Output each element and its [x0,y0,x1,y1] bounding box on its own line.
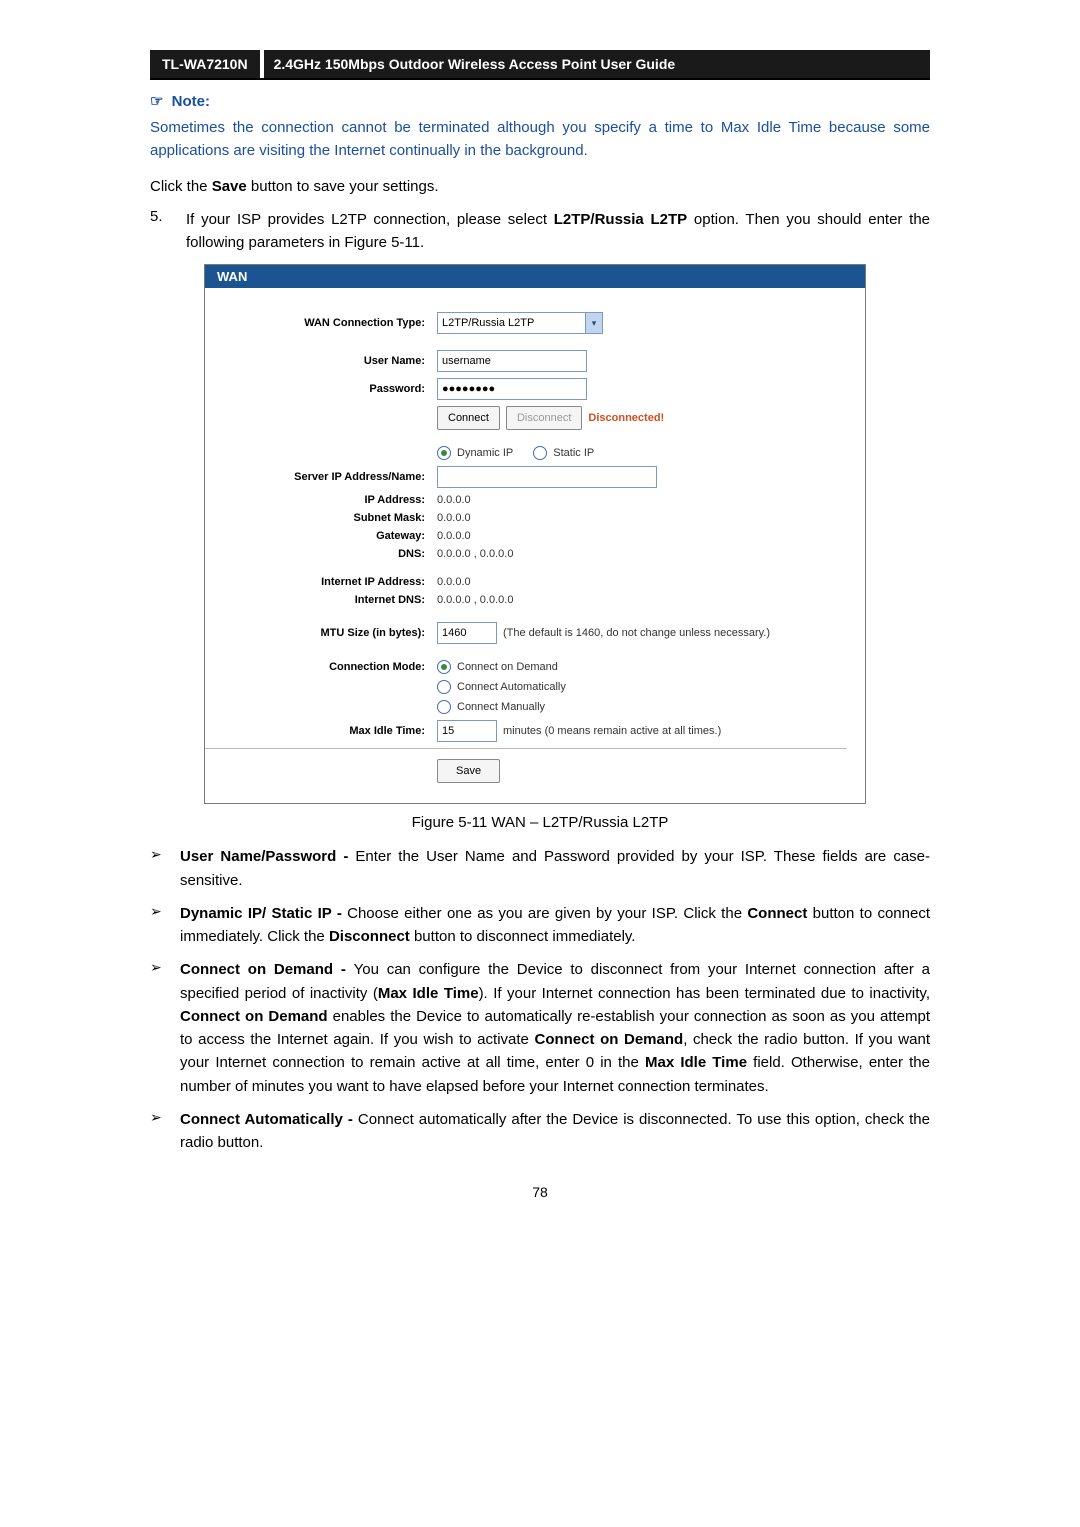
bullet-arrow-icon: ➢ [150,1108,180,1155]
conn-type-select[interactable]: L2TP/Russia L2TP ▾ [437,312,603,334]
save-paragraph: Click the Save button to save your setti… [150,175,930,198]
static-ip-radio[interactable] [533,446,547,460]
bullet-arrow-icon: ➢ [150,845,180,892]
mode-manual-label: Connect Manually [457,701,545,713]
max-idle-input[interactable] [437,720,497,742]
figure-caption: Figure 5-11 WAN – L2TP/Russia L2TP [150,814,930,831]
label-inet-dns: Internet DNS: [205,594,437,606]
mode-demand-label: Connect on Demand [457,661,558,673]
label-mtu: MTU Size (in bytes): [205,627,437,639]
note-body: Sometimes the connection cannot be termi… [150,116,930,163]
static-ip-label: Static IP [553,447,594,459]
wan-titlebar: WAN [205,265,865,288]
label-username: User Name: [205,355,437,367]
bullet-dynamic-static: Dynamic IP/ Static IP - Choose either on… [180,902,930,949]
save-button[interactable]: Save [437,759,500,783]
mode-auto-radio[interactable] [437,680,451,694]
status-text: Disconnected! [588,412,664,424]
step-text: If your ISP provides L2TP connection, pl… [186,208,930,255]
dynamic-ip-radio[interactable] [437,446,451,460]
note-label: Note: [172,93,210,110]
label-conn-mode: Connection Mode: [205,661,437,673]
password-input[interactable] [437,378,587,400]
mode-demand-radio[interactable] [437,660,451,674]
note-icon: ☞ [150,93,163,110]
mtu-hint: (The default is 1460, do not change unle… [503,627,770,639]
max-idle-hint: minutes (0 means remain active at all ti… [503,725,721,737]
bullet-connect-auto: Connect Automatically - Connect automati… [180,1108,930,1155]
label-inet-ip: Internet IP Address: [205,576,437,588]
subnet-value: 0.0.0.0 [437,512,471,524]
note-heading: ☞ Note: [150,92,930,110]
bullet-list: ➢ User Name/Password - Enter the User Na… [150,845,930,1154]
label-dns: DNS: [205,548,437,560]
label-subnet: Subnet Mask: [205,512,437,524]
label-conn-type: WAN Connection Type: [205,317,437,329]
gateway-value: 0.0.0.0 [437,530,471,542]
ip-value: 0.0.0.0 [437,494,471,506]
bullet-username-password: User Name/Password - Enter the User Name… [180,845,930,892]
step-number: 5. [150,208,186,255]
wan-panel: WAN WAN Connection Type: L2TP/Russia L2T… [204,264,866,804]
inet-dns-value: 0.0.0.0 , 0.0.0.0 [437,594,513,606]
bullet-arrow-icon: ➢ [150,958,180,1098]
bullet-connect-on-demand: Connect on Demand - You can configure th… [180,958,930,1098]
label-password: Password: [205,383,437,395]
bullet-arrow-icon: ➢ [150,902,180,949]
chevron-down-icon: ▾ [585,313,602,333]
username-input[interactable] [437,350,587,372]
label-ip: IP Address: [205,494,437,506]
server-input[interactable] [437,466,657,488]
doc-header: TL-WA7210N 2.4GHz 150Mbps Outdoor Wirele… [150,50,930,80]
dns-value: 0.0.0.0 , 0.0.0.0 [437,548,513,560]
label-max-idle: Max Idle Time: [205,725,437,737]
label-server: Server IP Address/Name: [205,471,437,483]
step-5: 5. If your ISP provides L2TP connection,… [150,208,930,255]
label-gateway: Gateway: [205,530,437,542]
header-title: 2.4GHz 150Mbps Outdoor Wireless Access P… [264,50,930,78]
mtu-input[interactable] [437,622,497,644]
dynamic-ip-label: Dynamic IP [457,447,513,459]
disconnect-button[interactable]: Disconnect [506,406,582,430]
inet-ip-value: 0.0.0.0 [437,576,471,588]
header-model: TL-WA7210N [150,50,260,78]
mode-auto-label: Connect Automatically [457,681,566,693]
connect-button[interactable]: Connect [437,406,500,430]
page-number: 78 [150,1184,930,1200]
mode-manual-radio[interactable] [437,700,451,714]
